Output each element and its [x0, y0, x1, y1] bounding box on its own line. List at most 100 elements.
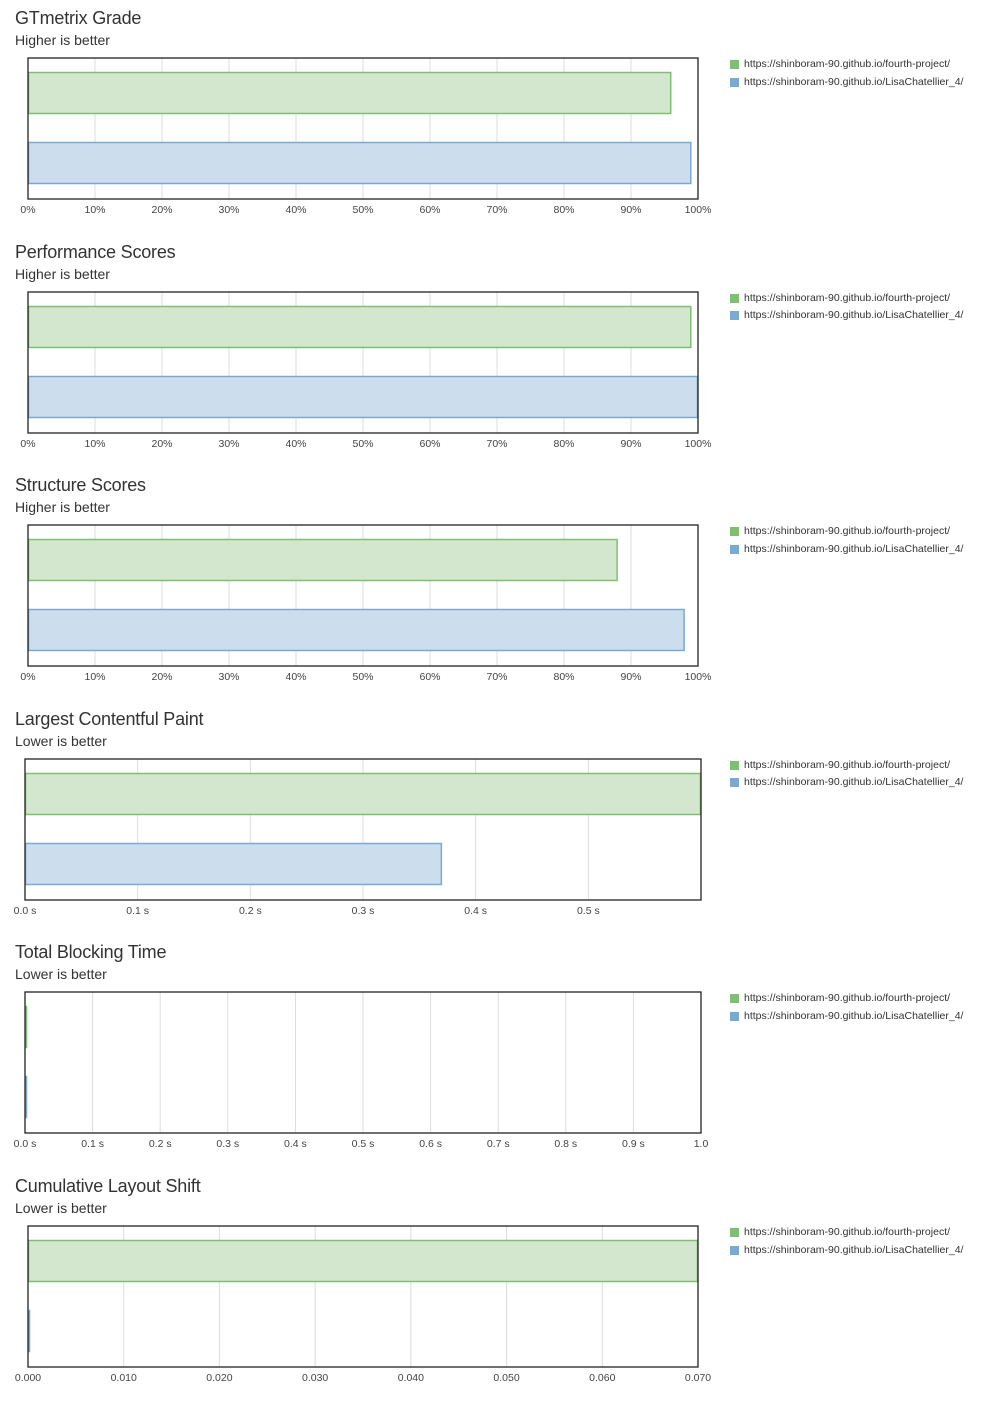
x-tick-label: 50% — [352, 204, 373, 216]
legend-swatch-icon — [730, 293, 739, 303]
chart-section: Structure Scores Higher is better 0% 10% 20%… — [0, 467, 981, 701]
chart-title: Total Blocking Time — [15, 942, 167, 963]
legend-label: https://shinboram-90.github.io/LisaChate… — [744, 542, 964, 555]
legend-label: https://shinboram-90.github.io/fourth-pr… — [744, 758, 951, 771]
legend-swatch-icon — [730, 1245, 739, 1255]
chart-subtitle: Lower is better — [15, 732, 107, 749]
chart-section: Performance Scores Higher is better 0% 10% 2… — [0, 234, 981, 468]
legend-swatch-icon — [730, 994, 739, 1004]
legend-label: https://shinboram-90.github.io/fourth-pr… — [744, 1226, 951, 1238]
x-tick-label: 70% — [486, 204, 507, 216]
x-tick-label: 0.060 — [589, 1372, 615, 1384]
bar-lisachatellier-4[interactable] — [27, 375, 699, 418]
x-tick-label: 40% — [285, 671, 306, 683]
x-tick-label: 10% — [84, 204, 105, 216]
legend-label: https://shinboram-90.github.io/LisaChate… — [744, 309, 964, 322]
legend-label: https://shinboram-90.github.io/LisaChate… — [744, 1243, 964, 1256]
chart-title: Largest Contentful Paint — [15, 708, 204, 729]
x-tick-label: 0.1 s — [126, 905, 149, 917]
x-tick-label: 0.000 — [15, 1372, 41, 1384]
x-tick-label: 90% — [620, 671, 641, 683]
plot-frame — [27, 1225, 699, 1368]
legend-swatch-icon — [730, 527, 739, 537]
legend-swatch-icon — [730, 544, 739, 554]
plot-frame — [24, 758, 702, 901]
x-tick-label: 60% — [419, 204, 440, 216]
x-tick-label: 0.1 s — [81, 1138, 104, 1150]
legend-label: https://shinboram-90.github.io/fourth-pr… — [744, 992, 951, 1005]
chart-section: Largest Contentful Paint Lower is better 0… — [0, 701, 981, 935]
legend-label: https://shinboram-90.github.io/LisaChate… — [744, 75, 964, 88]
x-tick-label: 30% — [218, 438, 239, 450]
x-tick-label: 0.3 s — [352, 905, 375, 917]
chart-subtitle: Lower is better — [15, 966, 107, 983]
chart-subtitle: Higher is better — [15, 265, 110, 282]
x-tick-label: 50% — [352, 671, 373, 683]
plot-frame — [27, 57, 699, 200]
legend-swatch-icon — [730, 760, 739, 770]
x-tick-label: 0.070 — [685, 1372, 711, 1384]
chart-section: GTmetrix Grade Higher is better 0% 10% 20% 30… — [0, 0, 981, 234]
bar-fourth-project[interactable] — [27, 305, 692, 348]
x-tick-label: 0% — [20, 204, 35, 216]
x-tick-label: 90% — [620, 204, 641, 216]
legend-swatch-icon — [730, 778, 739, 788]
x-tick-label: 20% — [151, 438, 172, 450]
x-tick-label: 0.010 — [111, 1372, 137, 1384]
x-tick-label: 0.7 s — [487, 1138, 510, 1150]
bar-lisachatellier-4[interactable] — [27, 141, 692, 185]
x-tick-label: 80% — [553, 438, 574, 450]
x-tick-label: 80% — [553, 204, 574, 216]
chart-subtitle: Higher is better — [15, 32, 110, 48]
x-tick-label: 30% — [218, 671, 239, 683]
bar-fourth-project[interactable] — [27, 71, 672, 115]
x-tick-label: 20% — [151, 671, 172, 683]
x-tick-label: 40% — [285, 438, 306, 450]
chart-subtitle: Higher is better — [15, 499, 110, 516]
chart-section: Cumulative Layout Shift Lower is better 0.… — [0, 1168, 981, 1402]
x-tick-label: 10% — [84, 671, 105, 683]
chart-title: Cumulative Layout Shift — [15, 1176, 201, 1196]
x-tick-label: 0.2 s — [149, 1138, 172, 1150]
bar-chart: 0.0 s 0.1 s 0.2 s 0.3 s 0.4 s 0.5 s 0.6 s 0.7 s… — [14, 991, 709, 1150]
bar-lisachatellier-4[interactable] — [27, 608, 685, 652]
x-tick-label: 0.9 s — [622, 1138, 645, 1150]
x-tick-label: 0.5 s — [577, 905, 600, 917]
x-tick-label: 20% — [151, 204, 172, 216]
x-tick-label: 1.0 — [694, 1138, 709, 1150]
x-tick-label: 0.4 s — [464, 905, 487, 917]
x-tick-label: 0.020 — [206, 1372, 232, 1384]
legend-swatch-icon — [730, 311, 739, 321]
bar-chart: 0.0 s 0.1 s 0.2 s 0.3 s 0.4 s 0.5 s — [14, 758, 702, 917]
legend-swatch-icon — [730, 77, 739, 87]
bar-fourth-project[interactable] — [24, 772, 702, 816]
bar-chart: 0% 10% 20% 30% 40% 50% 60% 70% 80% 90% 100% — [20, 290, 712, 450]
x-tick-label: 0% — [20, 671, 35, 683]
plot-frame — [27, 524, 699, 667]
x-tick-label: 60% — [419, 438, 440, 450]
bar-lisachatellier-4[interactable] — [24, 842, 443, 886]
x-tick-label: 0.2 s — [239, 905, 262, 917]
x-tick-label: 40% — [285, 204, 306, 216]
x-tick-label: 70% — [486, 438, 507, 450]
x-tick-label: 100% — [685, 438, 712, 450]
legend-swatch-icon — [730, 1228, 739, 1237]
x-tick-label: 0.040 — [398, 1372, 424, 1384]
x-tick-label: 10% — [84, 438, 105, 450]
bar-fourth-project[interactable] — [27, 1239, 699, 1283]
legend-label: https://shinboram-90.github.io/fourth-pr… — [744, 291, 951, 304]
bar-fourth-project[interactable] — [27, 538, 618, 582]
x-tick-label: 0.0 s — [14, 905, 37, 917]
x-tick-label: 60% — [419, 671, 440, 683]
chart-subtitle: Lower is better — [15, 1200, 107, 1216]
chart-title: Structure Scores — [15, 475, 146, 496]
legend-label: https://shinboram-90.github.io/fourth-pr… — [744, 525, 951, 538]
x-tick-label: 0.5 s — [352, 1138, 375, 1150]
bar-chart: 0.000 0.010 0.020 0.030 0.040 0.050 0.060 0.070 — [15, 1225, 711, 1384]
legend-label: https://shinboram-90.github.io/LisaChate… — [744, 776, 964, 789]
x-tick-label: 100% — [685, 204, 712, 216]
legend-swatch-icon — [730, 60, 739, 69]
legend-swatch-icon — [730, 1011, 739, 1021]
x-tick-label: 0% — [20, 438, 35, 450]
legend-label: https://shinboram-90.github.io/LisaChate… — [744, 1009, 964, 1022]
